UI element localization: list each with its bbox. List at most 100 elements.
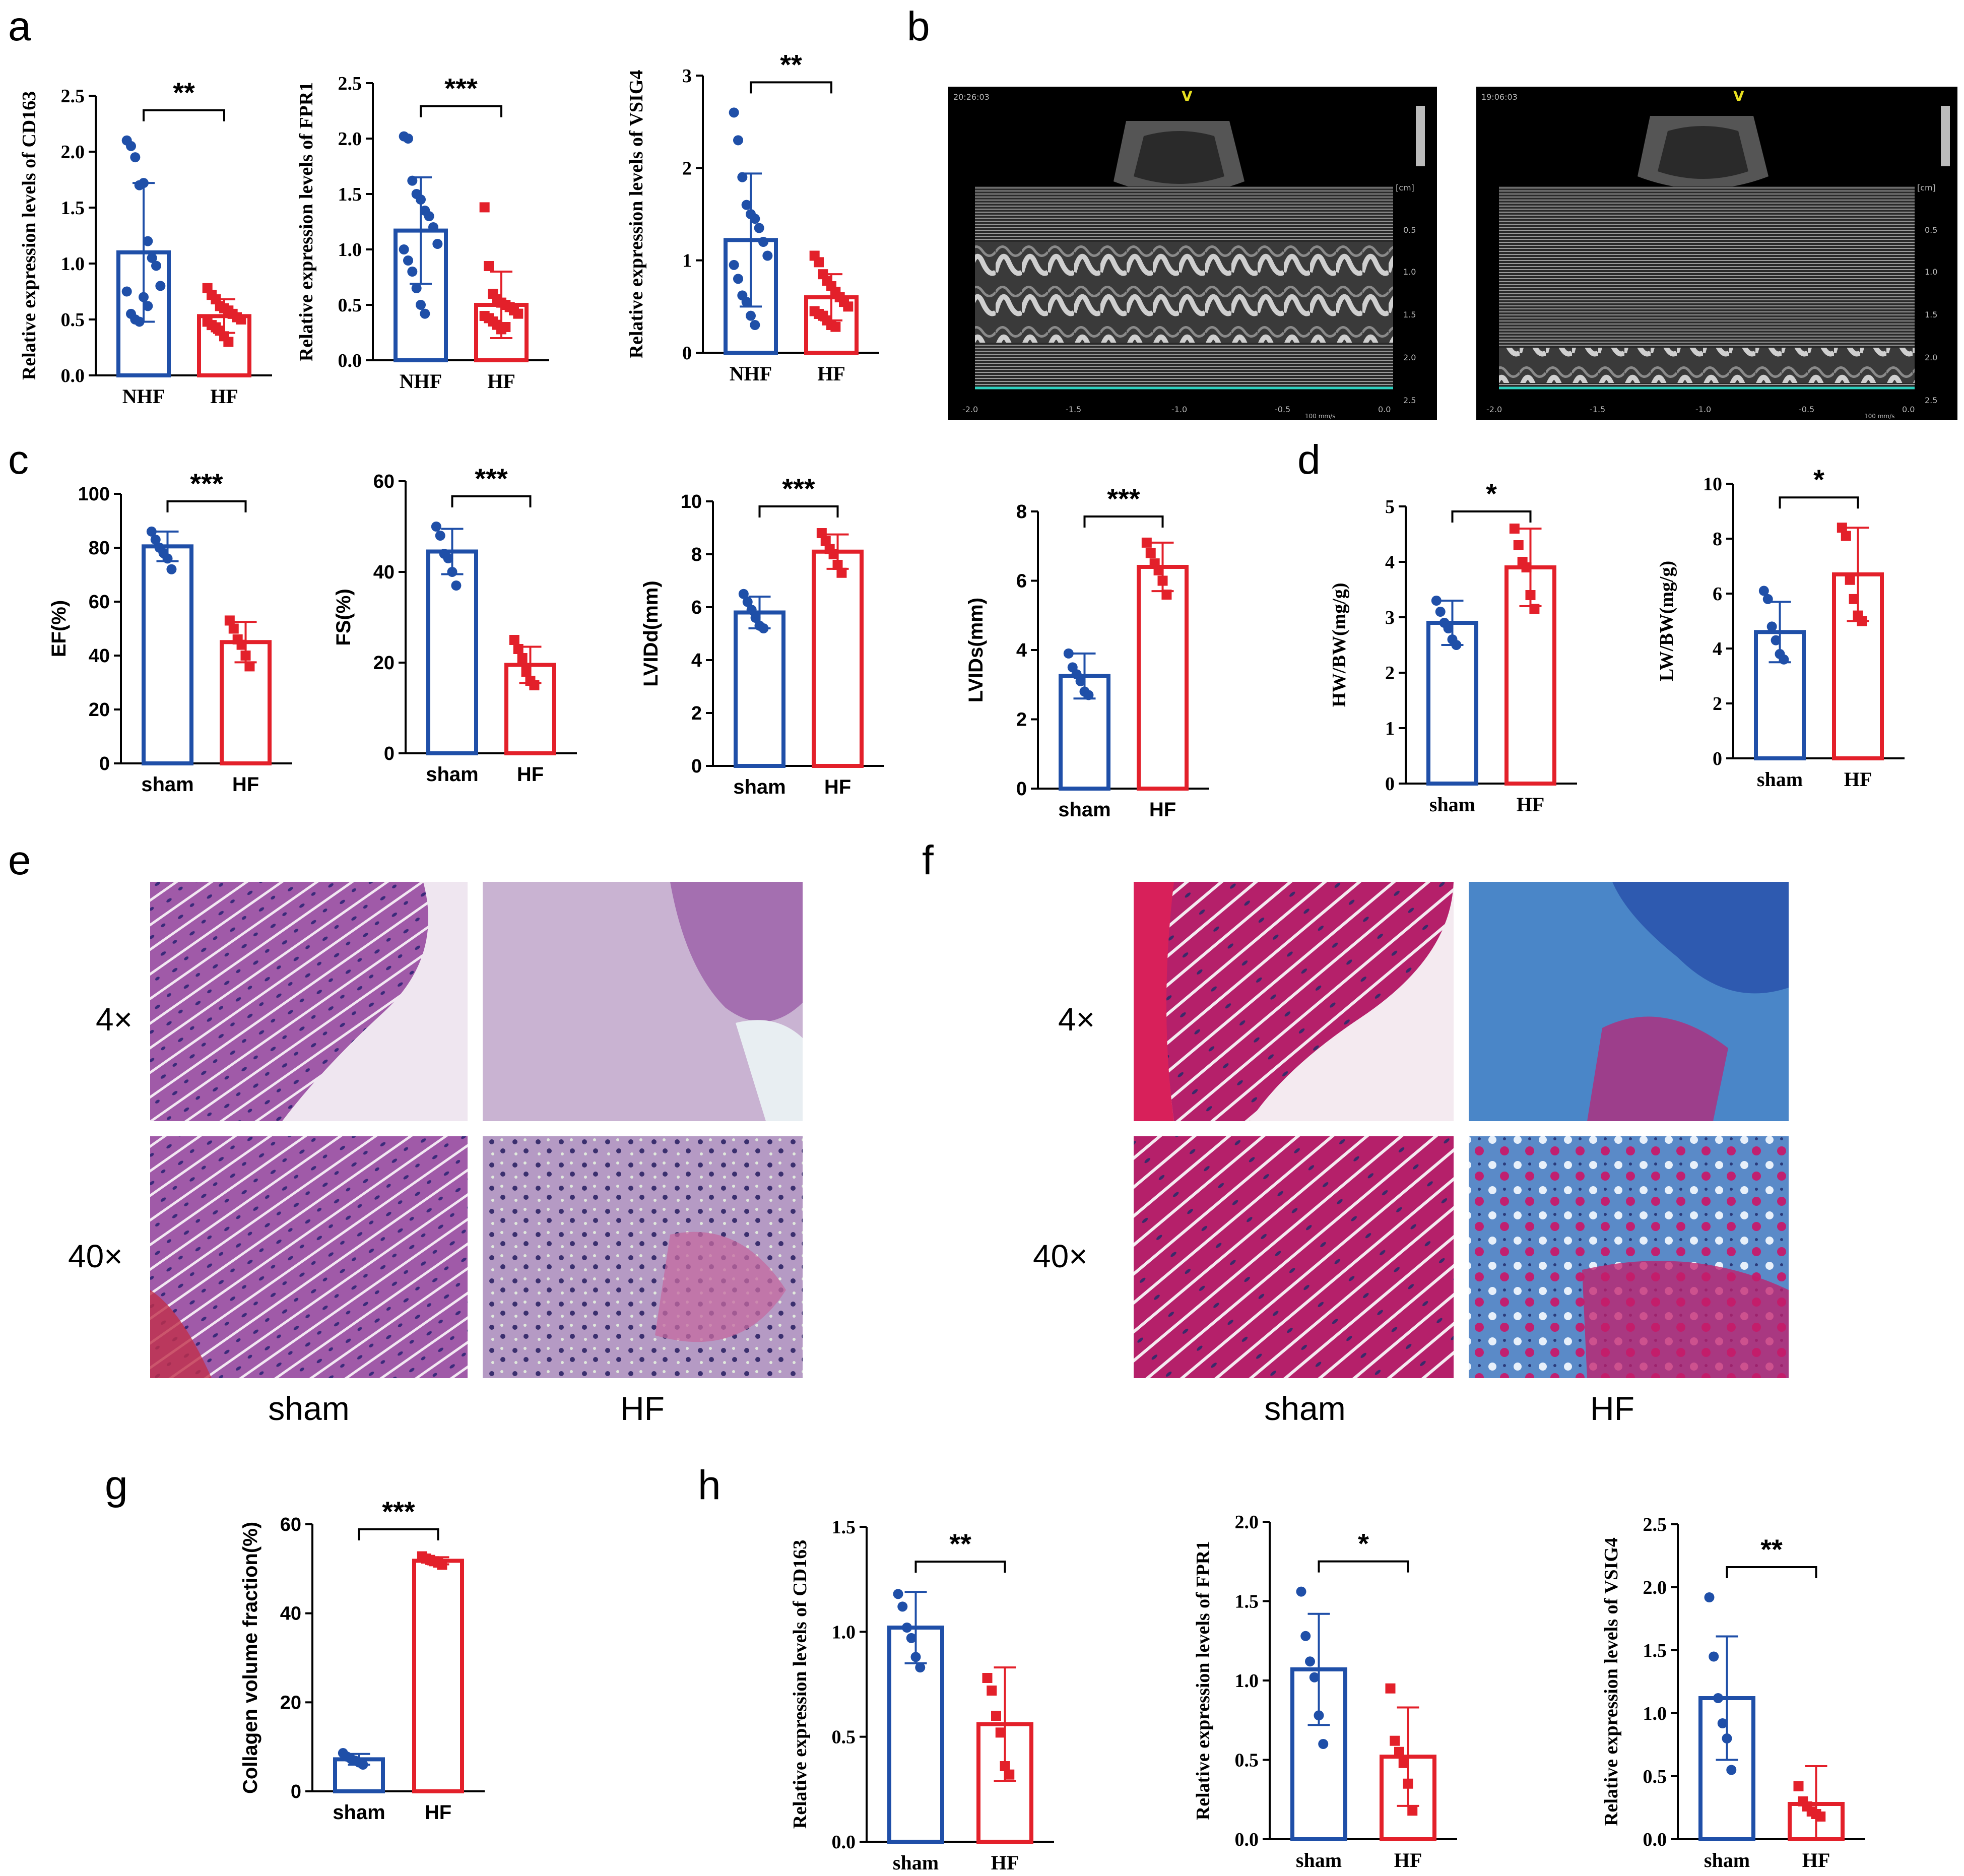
data-point bbox=[1075, 676, 1086, 686]
x-category-label: NHF bbox=[122, 385, 165, 408]
data-point bbox=[750, 320, 760, 330]
significance-label: ** bbox=[949, 1528, 971, 1560]
data-point bbox=[1435, 607, 1446, 617]
significance-label: *** bbox=[382, 1496, 415, 1527]
data-point bbox=[146, 526, 157, 537]
echo-time-tick: -2.0 bbox=[962, 405, 978, 414]
significance-label: *** bbox=[444, 73, 478, 104]
echo-time-tick: -1.0 bbox=[1695, 405, 1711, 414]
significance-bracket bbox=[1318, 1560, 1409, 1573]
y-tick-label: 1 bbox=[1385, 718, 1395, 739]
data-point bbox=[1000, 1761, 1010, 1771]
data-point bbox=[1779, 654, 1789, 665]
y-tick-label: 5 bbox=[1385, 496, 1395, 517]
y-tick-label: 2.0 bbox=[338, 128, 362, 150]
mt-group-sham-label: sham bbox=[1264, 1390, 1345, 1427]
data-point bbox=[814, 257, 824, 268]
he-mag-40x-label: 40× bbox=[68, 1238, 123, 1274]
data-point bbox=[1004, 1769, 1015, 1780]
y-axis-title: Relative expression levels of FPR1 bbox=[296, 82, 317, 361]
he-histology-grid: 4× 40× sham HF bbox=[68, 882, 803, 1427]
y-tick-label: 1.0 bbox=[832, 1622, 856, 1643]
significance-bracket bbox=[143, 109, 225, 121]
y-tick-label: 1.0 bbox=[338, 239, 362, 261]
y-tick-label: 2.5 bbox=[61, 86, 85, 107]
y-axis-title: Relative expression levels of VSIG4 bbox=[1601, 1537, 1622, 1826]
y-axis-title: HW/BW(mg/g) bbox=[1329, 583, 1350, 707]
echo-image-hf: 19:06:03 V [cm] 0.5 1.0 1.5 2.0 2.5 -2.0… bbox=[1476, 87, 1957, 420]
y-tick-label: 1.5 bbox=[338, 184, 362, 205]
y-axis-title: Relative expression levels of VSIG4 bbox=[626, 70, 647, 359]
significance-bracket bbox=[1083, 515, 1164, 528]
mt-mag-40x-label: 40× bbox=[1033, 1238, 1088, 1274]
y-tick-label: 0 bbox=[99, 753, 110, 774]
significance-bracket bbox=[166, 500, 247, 512]
x-category-label: HF bbox=[425, 1801, 451, 1824]
significance-bracket bbox=[451, 495, 532, 507]
data-point bbox=[244, 661, 255, 672]
bar-chart-h: 0.0 0.5 1.0 1.5 Relative expression levels o… bbox=[790, 1517, 1054, 1874]
panel-label-d: d bbox=[1297, 437, 1321, 483]
data-point bbox=[742, 597, 753, 607]
data-point bbox=[1407, 1805, 1418, 1816]
data-point bbox=[416, 195, 426, 205]
significance-label: * bbox=[1813, 464, 1824, 495]
data-point bbox=[121, 286, 132, 297]
y-tick-label: 1.0 bbox=[1643, 1703, 1667, 1724]
data-point bbox=[513, 644, 523, 654]
data-point bbox=[987, 1686, 997, 1696]
bar-charts: 0.0 0.5 1.0 1.5 2.0 2.5 Relative expression le… bbox=[19, 48, 1905, 1874]
data-point bbox=[1145, 548, 1156, 558]
data-point bbox=[832, 560, 843, 570]
data-point bbox=[737, 172, 748, 182]
y-tick-label: 2.0 bbox=[1643, 1577, 1667, 1598]
y-axis-title: Relative expression levels of CD163 bbox=[790, 1540, 811, 1829]
mt-sham-40x-image bbox=[1134, 1136, 1454, 1378]
echo-time-tick: -0.5 bbox=[1799, 405, 1814, 414]
data-point bbox=[995, 1727, 1006, 1738]
data-point bbox=[750, 613, 761, 623]
data-point bbox=[509, 635, 519, 645]
data-point bbox=[1398, 1758, 1409, 1768]
y-tick-label: 2 bbox=[682, 158, 692, 179]
significance-bracket bbox=[358, 1528, 439, 1540]
significance-label: * bbox=[1486, 478, 1497, 509]
significance-label: *** bbox=[475, 463, 508, 494]
data-point bbox=[431, 522, 441, 532]
x-category-label: NHF bbox=[400, 370, 442, 393]
data-point bbox=[240, 651, 251, 661]
y-tick-label: 20 bbox=[373, 653, 395, 674]
y-tick-label: 1.5 bbox=[832, 1517, 856, 1538]
y-tick-label: 40 bbox=[373, 562, 395, 583]
data-point bbox=[224, 615, 235, 626]
significance-bracket bbox=[758, 505, 839, 517]
bar-chart-d: 0 2 4 6 8 10 LW/BW(mg/g) sham HF * bbox=[1656, 464, 1905, 791]
echo-unit-hf: [cm] bbox=[1917, 183, 1936, 192]
echo-time-tick: 0.0 bbox=[1378, 405, 1391, 414]
data-point bbox=[407, 175, 418, 186]
x-category-label: HF bbox=[1517, 793, 1545, 816]
y-tick-label: 4 bbox=[1713, 638, 1722, 660]
y-axis-title: Collagen volume fraction(%) bbox=[239, 1522, 261, 1794]
data-point bbox=[738, 589, 749, 599]
bar-hf bbox=[412, 1559, 464, 1794]
data-point bbox=[147, 252, 157, 263]
data-point bbox=[435, 531, 445, 541]
data-point bbox=[1513, 540, 1524, 550]
x-category-label: HF bbox=[1149, 799, 1176, 821]
data-point bbox=[236, 639, 247, 650]
x-category-label: sham bbox=[1704, 1849, 1750, 1871]
data-point bbox=[134, 316, 145, 327]
data-point bbox=[139, 178, 149, 188]
y-tick-label: 0.0 bbox=[338, 350, 362, 371]
data-point bbox=[1385, 1683, 1396, 1694]
data-point bbox=[155, 281, 166, 291]
y-tick-label: 2.0 bbox=[61, 142, 85, 163]
data-point bbox=[1314, 1710, 1324, 1721]
data-point bbox=[836, 567, 847, 578]
y-tick-label: 2.5 bbox=[1643, 1514, 1667, 1535]
data-point bbox=[910, 1652, 921, 1662]
data-point bbox=[513, 308, 523, 319]
y-tick-label: 60 bbox=[89, 592, 110, 613]
panel-label-c: c bbox=[8, 437, 29, 483]
